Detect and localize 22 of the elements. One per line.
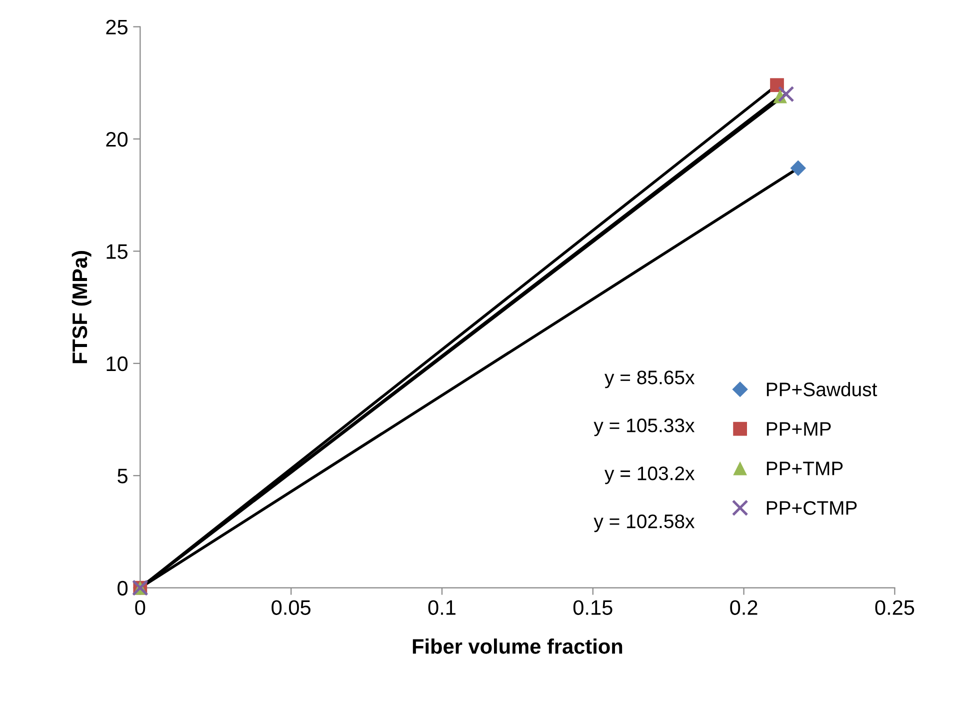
x-tick-label: 0.05 xyxy=(272,600,310,615)
annotation: y = 85.65x xyxy=(604,370,695,388)
annotation: y = 103.2x xyxy=(604,466,695,484)
y-axis-title: FTSF (MPa) xyxy=(72,251,92,364)
legend-label: PP+MP xyxy=(766,422,831,436)
y-tick-label: 25 xyxy=(106,20,128,35)
legend-label: PP+Sawdust xyxy=(766,382,878,396)
y-tick-label: 20 xyxy=(106,132,128,147)
x-tick-label: 0.15 xyxy=(573,600,612,615)
legend-label: PP+TMP xyxy=(766,462,843,476)
legend-label: PP+CTMP xyxy=(766,501,857,515)
x-tick-label: 0.25 xyxy=(875,600,914,615)
x-axis-title: Fiber volume fraction xyxy=(412,638,622,654)
annotation: y = 102.58x xyxy=(594,514,695,532)
y-tick-label: 0 xyxy=(118,580,128,596)
y-tick-label: 15 xyxy=(106,244,128,259)
x-tick-label: 0 xyxy=(135,600,146,615)
x-tick-label: 0.2 xyxy=(730,600,758,615)
y-tick-label: 5 xyxy=(118,468,128,484)
annotation: y = 105.33x xyxy=(594,418,695,436)
y-tick-label: 10 xyxy=(106,356,128,372)
x-tick-label: 0.1 xyxy=(428,600,456,615)
